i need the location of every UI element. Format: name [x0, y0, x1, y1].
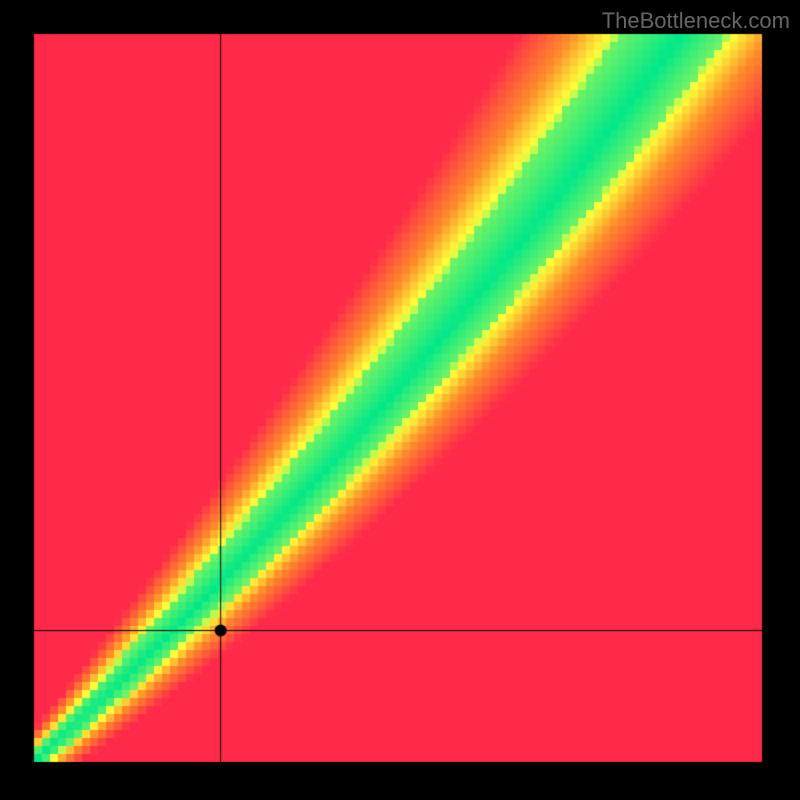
chart-container: TheBottleneck.com: [0, 0, 800, 800]
bottleneck-heatmap: [0, 0, 800, 800]
watermark-text: TheBottleneck.com: [602, 8, 790, 34]
